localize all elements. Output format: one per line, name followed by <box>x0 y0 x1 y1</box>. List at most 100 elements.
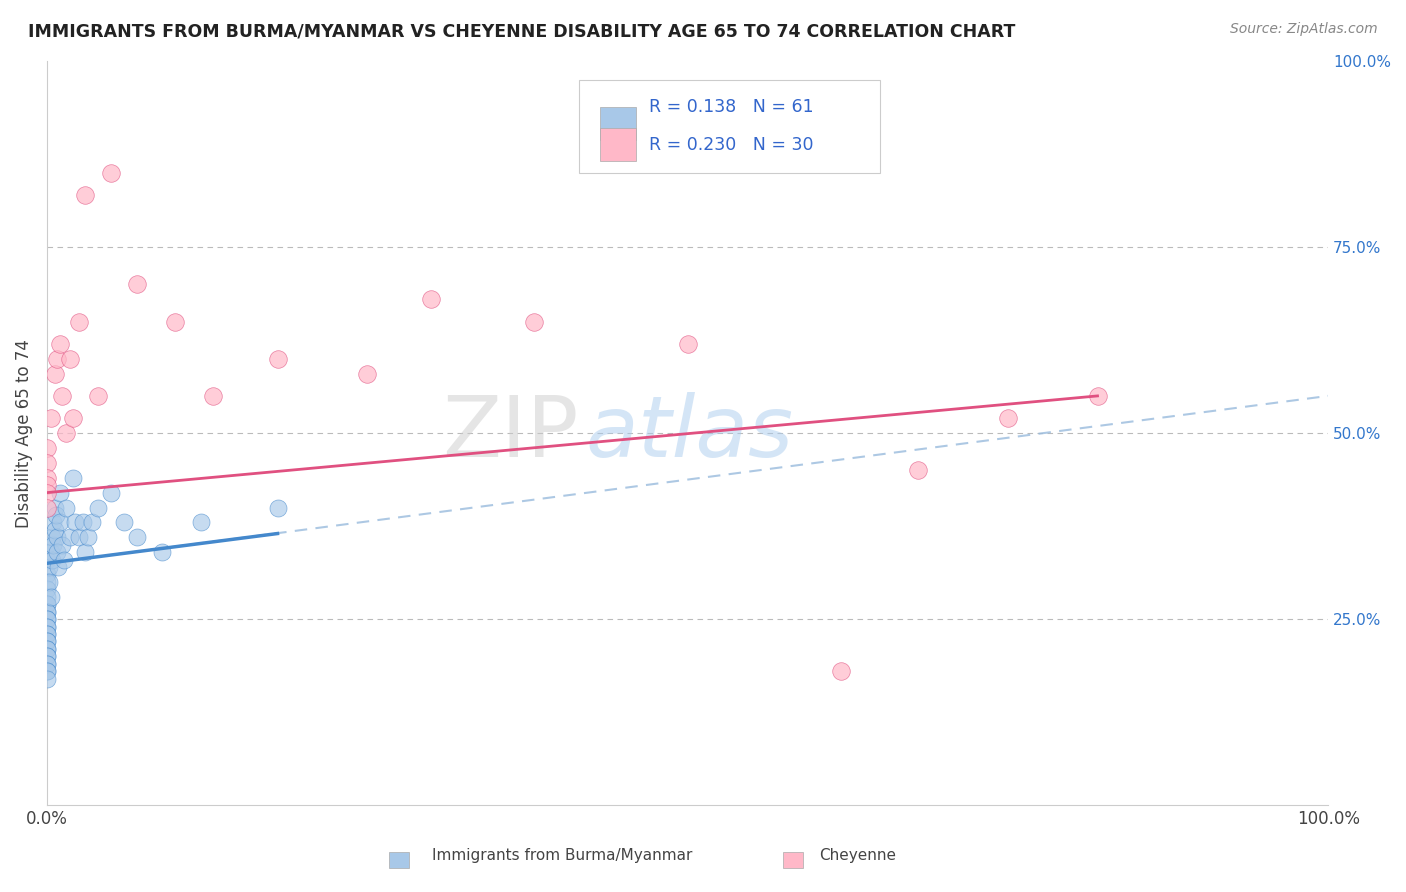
Point <box>48 560 70 574</box>
Point <box>100 485 122 500</box>
Point <box>41 530 63 544</box>
Point <box>100 166 122 180</box>
Point <box>202 389 225 403</box>
Point <box>35 471 58 485</box>
Point <box>35 634 58 648</box>
Point <box>44 367 66 381</box>
Point <box>35 627 58 641</box>
Point <box>48 336 70 351</box>
Point <box>35 641 58 656</box>
Bar <box>600 107 637 139</box>
Text: ZIP: ZIP <box>441 392 579 475</box>
Point <box>42 516 65 530</box>
Point <box>112 516 135 530</box>
Point <box>676 336 699 351</box>
Point <box>35 649 58 664</box>
Point <box>356 367 378 381</box>
Point <box>35 657 58 671</box>
Point <box>80 516 103 530</box>
Point <box>35 582 58 597</box>
Point <box>523 314 546 328</box>
Point <box>39 411 62 425</box>
Point <box>190 516 212 530</box>
Point <box>41 552 63 566</box>
Point <box>46 545 69 559</box>
Point <box>35 597 58 611</box>
Point <box>59 351 82 366</box>
Point <box>35 672 58 686</box>
Point <box>35 664 58 678</box>
Point <box>55 426 77 441</box>
Point <box>35 552 58 566</box>
Point <box>35 500 58 515</box>
Point <box>35 478 58 492</box>
Point <box>44 523 66 537</box>
Point <box>77 530 100 544</box>
Point <box>125 530 148 544</box>
Text: atlas: atlas <box>585 392 793 475</box>
FancyBboxPatch shape <box>579 79 880 173</box>
Point <box>266 500 288 515</box>
Point <box>35 590 58 604</box>
Text: R = 0.138   N = 61: R = 0.138 N = 61 <box>650 98 814 117</box>
Point <box>67 530 90 544</box>
Point <box>42 538 65 552</box>
Point <box>72 516 94 530</box>
Point <box>38 574 60 589</box>
Point <box>46 530 69 544</box>
Point <box>75 545 97 559</box>
Point <box>35 657 58 671</box>
Point <box>39 545 62 559</box>
Point <box>35 619 58 633</box>
Y-axis label: Disability Age 65 to 74: Disability Age 65 to 74 <box>15 339 32 527</box>
Point <box>67 314 90 328</box>
Point <box>55 500 77 515</box>
Point <box>39 590 62 604</box>
Text: Cheyenne: Cheyenne <box>820 848 896 863</box>
Point <box>830 664 852 678</box>
Point <box>35 612 58 626</box>
Point <box>266 351 288 366</box>
Point <box>35 605 58 619</box>
Text: IMMIGRANTS FROM BURMA/MYANMAR VS CHEYENNE DISABILITY AGE 65 TO 74 CORRELATION CH: IMMIGRANTS FROM BURMA/MYANMAR VS CHEYENN… <box>28 22 1015 40</box>
Text: R = 0.230   N = 30: R = 0.230 N = 30 <box>650 136 814 154</box>
Bar <box>600 128 637 161</box>
Point <box>420 292 443 306</box>
Point <box>35 441 58 455</box>
Point <box>46 351 69 366</box>
Point <box>35 627 58 641</box>
Point <box>87 500 110 515</box>
Point <box>35 456 58 470</box>
Point <box>35 619 58 633</box>
Point <box>35 641 58 656</box>
Point <box>44 500 66 515</box>
Point <box>35 612 58 626</box>
Point <box>35 649 58 664</box>
Bar <box>389 852 409 868</box>
Point <box>52 552 75 566</box>
Point <box>62 471 84 485</box>
Point <box>907 463 929 477</box>
Point <box>45 508 67 522</box>
Point <box>59 530 82 544</box>
Point <box>51 389 73 403</box>
Point <box>38 560 60 574</box>
Point <box>48 485 70 500</box>
Bar <box>783 852 803 868</box>
Text: Source: ZipAtlas.com: Source: ZipAtlas.com <box>1230 22 1378 37</box>
Point <box>1087 389 1109 403</box>
Point <box>35 567 58 582</box>
Text: Immigrants from Burma/Myanmar: Immigrants from Burma/Myanmar <box>432 848 693 863</box>
Point <box>75 188 97 202</box>
Point <box>150 545 173 559</box>
Point <box>48 516 70 530</box>
Point <box>62 411 84 425</box>
Point <box>35 605 58 619</box>
Point <box>63 516 86 530</box>
Point <box>35 597 58 611</box>
Point <box>997 411 1019 425</box>
Point <box>35 485 58 500</box>
Point <box>163 314 186 328</box>
Point <box>35 634 58 648</box>
Point <box>51 538 73 552</box>
